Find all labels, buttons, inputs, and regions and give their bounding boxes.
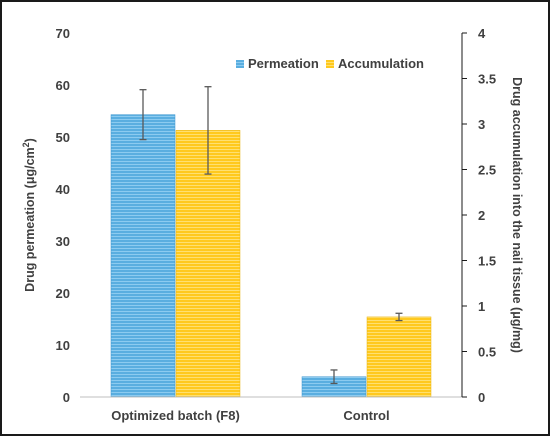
y2-tick-label: 1.5: [478, 254, 496, 269]
x-tick-label: Optimized batch (F8): [111, 408, 240, 423]
y-tick-label: 0: [63, 390, 70, 405]
y-tick-label: 50: [56, 130, 70, 145]
y2-tick-label: 0: [478, 390, 485, 405]
legend-label-accumulation: Accumulation: [338, 56, 424, 71]
right-axis-ticks: 0 0.5 1 1.5 2 2.5 3 3.5 4: [462, 26, 496, 405]
y2-tick-label: 2.5: [478, 163, 496, 178]
x-tick-label: Control: [343, 408, 389, 423]
legend-swatch-accumulation: [326, 60, 334, 68]
y-tick-label: 10: [56, 338, 70, 353]
y2-tick-label: 2: [478, 208, 485, 223]
y2-tick-label: 3.5: [478, 72, 496, 87]
legend: Permeation Accumulation: [236, 56, 424, 71]
bar-permeation-0: [110, 114, 176, 398]
legend-label-permeation: Permeation: [248, 56, 319, 71]
y2-tick-label: 1: [478, 299, 485, 314]
y-tick-label: 70: [56, 26, 70, 41]
bar-accumulation-1: [366, 316, 432, 398]
legend-swatch-permeation: [236, 60, 244, 68]
bar-accumulation-0: [175, 130, 241, 398]
y-axis-title: Drug permeation (μg/cm2): [21, 138, 37, 292]
y2-tick-label: 3: [478, 117, 485, 132]
y2-axis-title: Drug accumulation into the nail tissue (…: [510, 77, 524, 353]
y-tick-label: 30: [56, 234, 70, 249]
left-axis-ticks: 0 10 20 30 40 50 60 70: [56, 26, 70, 405]
y-tick-label: 60: [56, 78, 70, 93]
x-axis-tick-labels: Optimized batch (F8) Control: [111, 408, 389, 423]
y2-tick-label: 4: [478, 26, 486, 41]
error-bars: [139, 86, 403, 385]
y-tick-label: 20: [56, 286, 70, 301]
y-axis-title-superscript: 2: [21, 142, 31, 147]
y-tick-label: 40: [56, 182, 70, 197]
bars: [110, 114, 432, 398]
y2-tick-label: 0.5: [478, 345, 496, 360]
